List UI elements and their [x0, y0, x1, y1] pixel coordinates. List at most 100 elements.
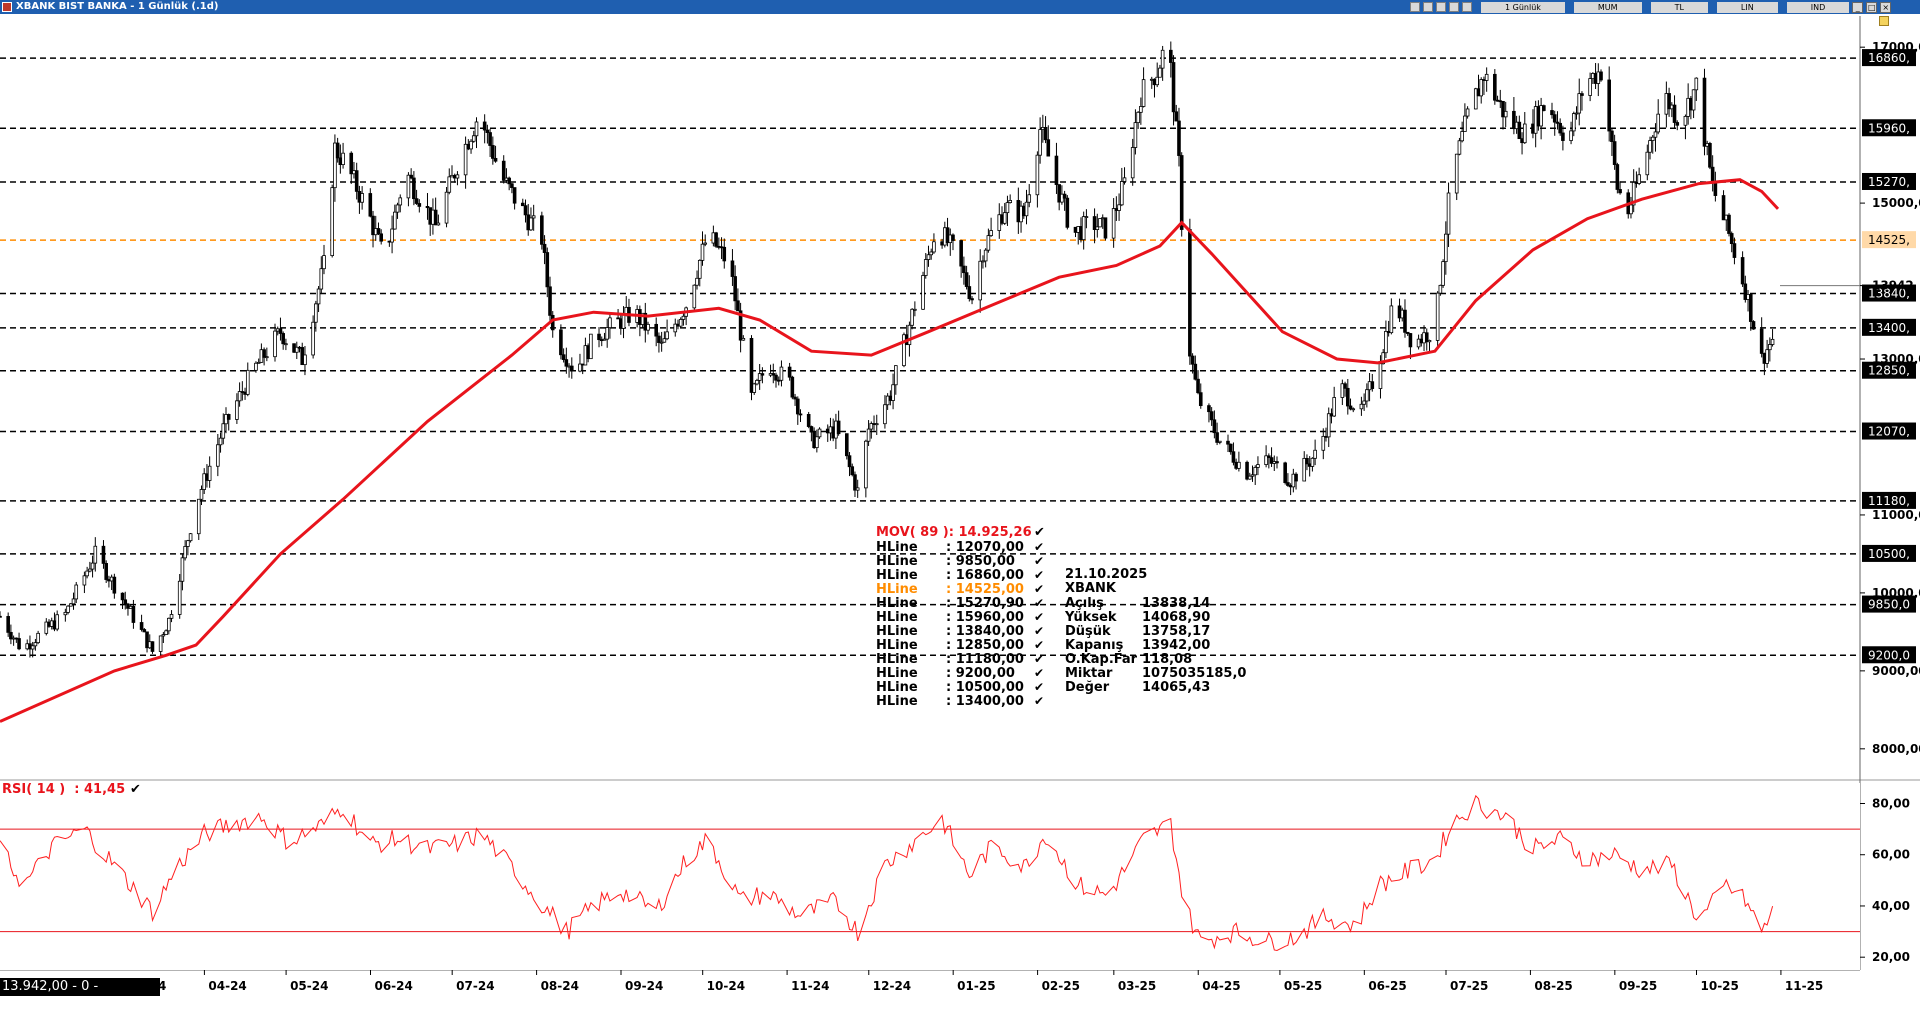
candle-body	[1552, 114, 1557, 123]
hline-legend-label: HLine	[876, 568, 918, 583]
hline-label: 15270,	[1868, 175, 1910, 189]
candle-body	[150, 641, 155, 652]
candle-body	[395, 204, 400, 213]
candle-body	[1092, 216, 1097, 230]
draw-line-icon[interactable]	[1449, 2, 1459, 12]
candle-body	[1710, 166, 1715, 184]
candle-type-button[interactable]: MUM	[1573, 1, 1642, 13]
candle-body	[1294, 473, 1298, 482]
candle-body	[1313, 449, 1317, 459]
indicator-button[interactable]: IND	[1786, 1, 1850, 13]
candle-body	[738, 310, 743, 341]
candle-body	[771, 373, 776, 376]
zoom-icon[interactable]	[1436, 2, 1446, 12]
hline-legend-value: : 9200,00	[946, 666, 1015, 681]
candle-body	[564, 359, 569, 367]
candle-body	[120, 592, 125, 601]
candle-body	[951, 234, 955, 241]
candle-body	[542, 243, 547, 253]
candle-body	[1215, 432, 1219, 443]
candle-body	[44, 621, 49, 634]
candle-body	[1444, 233, 1448, 263]
scale-button[interactable]: LIN	[1716, 1, 1778, 13]
candle-body	[847, 455, 852, 468]
bar-chart-icon[interactable]	[1410, 2, 1420, 12]
candle-body	[1648, 140, 1652, 153]
candle-body	[1054, 155, 1059, 185]
price-tick-label: 15000,0	[1872, 196, 1920, 210]
hline-legend-value: : 15270,90	[946, 596, 1024, 611]
candle-body	[245, 369, 250, 395]
candle-body	[1650, 136, 1655, 141]
info-value: 14068,90	[1142, 610, 1210, 625]
candle-body	[1057, 184, 1061, 203]
time-tick-label: 09-24	[625, 979, 663, 993]
candle-body	[1378, 363, 1383, 389]
info-label: Kapanış	[1065, 638, 1124, 653]
hline-label: 15960,	[1868, 121, 1910, 135]
lock-icon[interactable]	[1879, 16, 1889, 26]
period-button[interactable]: 1 Günlük	[1481, 1, 1565, 13]
candle-body	[578, 363, 582, 372]
candle-body	[531, 215, 536, 219]
candle-body	[730, 260, 735, 277]
candle-body	[722, 246, 727, 262]
check-icon: ✔	[1034, 596, 1044, 610]
candle-body	[433, 209, 438, 226]
candle-body	[1580, 93, 1584, 96]
candle-body	[202, 473, 207, 490]
candle-body	[469, 140, 473, 150]
candle-body	[1188, 229, 1192, 357]
candle-body	[1683, 116, 1688, 126]
line-chart-icon[interactable]	[1423, 2, 1433, 12]
check-icon: ✔	[1034, 694, 1044, 708]
candle-body	[894, 365, 898, 386]
candle-body	[561, 354, 566, 360]
candle-body	[1522, 123, 1527, 144]
time-tick-label: 01-25	[957, 979, 995, 993]
candle-body	[1612, 141, 1617, 165]
check-icon[interactable]: ✔	[130, 782, 141, 797]
candle-body	[221, 423, 226, 439]
currency-button[interactable]: TL	[1650, 1, 1708, 13]
candle-body	[1264, 455, 1268, 465]
candle-body	[1098, 218, 1102, 228]
candle-body	[1759, 328, 1764, 354]
rsi-tick-label: 80,00	[1872, 796, 1910, 810]
hline-legend-label: HLine	[876, 624, 918, 639]
hline-legend-value: : 13840,00	[946, 624, 1024, 639]
candle-body	[88, 568, 92, 572]
minimize-icon[interactable]: _	[1852, 1, 1864, 13]
candle-body	[569, 365, 574, 372]
candle-body	[463, 143, 468, 176]
hline-legend-label: HLine	[876, 638, 918, 653]
candle-body	[1463, 115, 1467, 132]
candle-body	[779, 366, 784, 381]
candle-body	[1209, 411, 1214, 421]
candle-body	[1130, 147, 1135, 179]
candle-body	[1607, 79, 1611, 132]
hline-label: 14525,	[1868, 233, 1910, 247]
hline-label: 9200,0	[1868, 648, 1910, 662]
candle-body	[1169, 49, 1173, 63]
candle-body	[390, 228, 394, 243]
hline-label-bg	[1862, 172, 1916, 190]
candle-body	[523, 205, 528, 216]
candle-body	[1667, 93, 1671, 110]
candle-body	[1561, 132, 1565, 141]
maximize-icon[interactable]: □	[1866, 1, 1878, 13]
candle-body	[983, 249, 988, 262]
candle-body	[1250, 474, 1255, 477]
close-icon[interactable]: ×	[1880, 1, 1892, 13]
candle-body	[978, 260, 983, 301]
hline-legend-label: HLine	[876, 540, 918, 555]
candle-body	[1269, 457, 1274, 464]
hline-legend-value: : 15960,00	[946, 610, 1024, 625]
candle-body	[183, 546, 187, 559]
candle-body	[1645, 151, 1650, 176]
settings-icon[interactable]	[1462, 2, 1472, 12]
candle-body	[131, 605, 136, 623]
check-icon[interactable]: ✔	[1034, 525, 1045, 540]
candle-body	[1256, 464, 1260, 468]
